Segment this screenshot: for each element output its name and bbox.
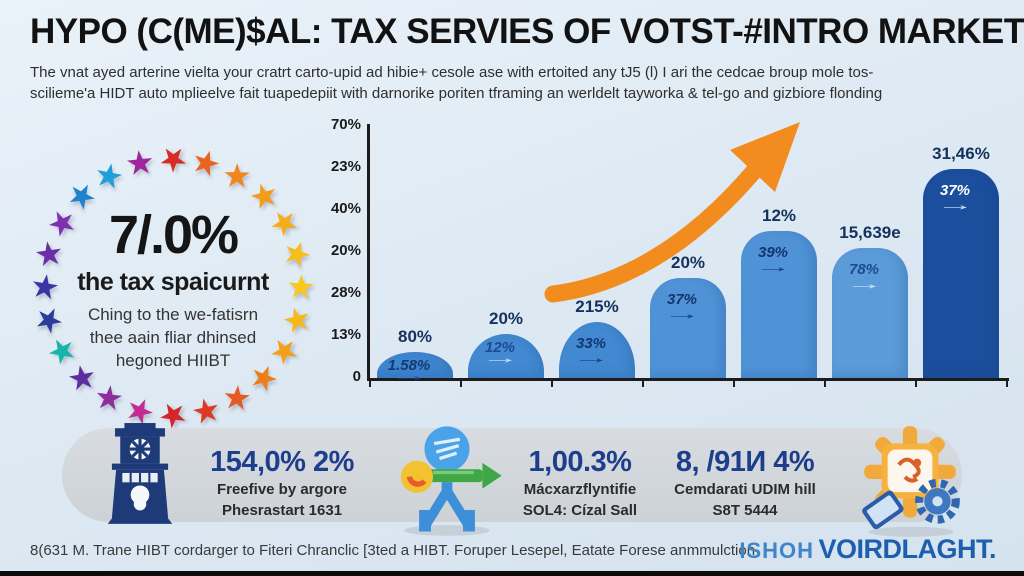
highlight-desc-line-3: hegoned HIIBT bbox=[115, 351, 231, 370]
bar-baned bbox=[923, 169, 999, 378]
highlight-desc-line-2: thee aain fliar dhinsed bbox=[89, 328, 257, 347]
highlight-desc-line-1: Ching to the we-fatisrn bbox=[87, 305, 259, 324]
x-axis-tick bbox=[460, 381, 462, 387]
stat-block-2: 1,00.3% Mácxarzflyntifie SOL4: Cízal Sal… bbox=[500, 446, 660, 521]
bar-inner-label: 37% bbox=[939, 182, 971, 199]
subtitle-line-1: The vnat ayed arterine vielta your cratr… bbox=[30, 64, 874, 81]
x-axis-tick bbox=[733, 381, 735, 387]
stat-1-line-2: Phesrastart 1631 bbox=[221, 502, 343, 519]
stat-1-value: 154,0% 2% bbox=[210, 446, 354, 478]
highlight-value: 7/.0% bbox=[108, 205, 239, 265]
y-axis-tick-label: 23% bbox=[330, 158, 361, 175]
x-axis-tick bbox=[369, 381, 371, 387]
y-axis-line bbox=[367, 124, 370, 380]
bar-trend-arrow-icon: → bbox=[571, 350, 611, 367]
footer-text: 8(631 M. Trane HIBT cordarger to Fiteri … bbox=[30, 542, 756, 559]
bar-top-label: 215% bbox=[575, 297, 619, 316]
bar-top-label: 15,639e bbox=[839, 223, 901, 242]
x-axis-tick bbox=[642, 381, 644, 387]
highlight-stat: 7/.0% the tax spaicurnt Ching to the we-… bbox=[58, 204, 288, 372]
sun-gear-icon bbox=[862, 426, 960, 537]
bottom-border bbox=[0, 571, 1024, 576]
y-axis-tick-label: 0 bbox=[352, 368, 361, 385]
highlight-label: the tax spaicurnt bbox=[77, 268, 269, 296]
x-axis-line bbox=[367, 378, 1009, 381]
bar-conteoy bbox=[832, 248, 908, 378]
y-axis-tick-label: 40% bbox=[330, 200, 361, 217]
bar-inner-label: 39% bbox=[757, 244, 789, 261]
brand-logo: ISHOH VOIRDLAGHT. bbox=[739, 534, 996, 565]
x-axis-tick bbox=[824, 381, 826, 387]
page-title: HYPO (C(ME)$AL: TAX SERVIES OF VOTST-#IN… bbox=[30, 12, 1024, 51]
bar-top-label: 20% bbox=[488, 309, 524, 328]
brand-logo-prefix: ISHOH bbox=[739, 538, 815, 563]
y-axis-tick-label: 13% bbox=[330, 326, 361, 343]
highlight-description: Ching to the we-fatisrn thee aain fliar … bbox=[58, 303, 288, 372]
bar-trend-arrow-icon: → bbox=[844, 276, 884, 293]
star-icon: ★ bbox=[123, 142, 157, 183]
bar-trend-arrow-icon: → bbox=[480, 350, 520, 367]
bar-inner-label: 12% bbox=[484, 339, 516, 356]
bar-inner-label: 1.58% bbox=[387, 357, 431, 374]
bar-top-label: 80% bbox=[397, 327, 433, 346]
bank-tower-icon bbox=[107, 423, 173, 524]
stat-3-value: 8, /91И 4% bbox=[675, 446, 815, 478]
stat-3-line-1: Cemdarati UDIM hill bbox=[674, 481, 816, 498]
y-axis-tick-label: 28% bbox=[330, 284, 361, 301]
stat-2-line-2: SOL4: Cízal Sall bbox=[522, 502, 638, 519]
x-axis-tick bbox=[915, 381, 917, 387]
bar-chart: 70%23%40%20%28%13%0 80%1.58%→Hellling20%… bbox=[331, 116, 1020, 410]
y-axis-tick-label: 70% bbox=[330, 116, 361, 133]
bar-inner-label: 33% bbox=[575, 335, 607, 352]
page-subtitle: The vnat ayed arterine vielta your cratr… bbox=[30, 62, 990, 104]
y-axis-tick-label: 20% bbox=[330, 242, 361, 259]
bar-inner-label: 78% bbox=[848, 261, 880, 278]
star-ring: 7/.0% the tax spaicurnt Ching to the we-… bbox=[28, 135, 318, 438]
brand-logo-name: VOIRDLAGHT. bbox=[818, 534, 996, 564]
bar-top-label: 20% bbox=[670, 253, 706, 272]
telescope-growth-icon bbox=[400, 426, 502, 536]
bar-top-label: 31,46% bbox=[932, 144, 990, 163]
bar-trend-arrow-icon: → bbox=[662, 306, 702, 323]
x-axis-tick bbox=[1006, 381, 1008, 387]
x-axis-tick bbox=[551, 381, 553, 387]
subtitle-line-2: scilieme'a HIDT auto mplieelve fait tuap… bbox=[30, 85, 883, 102]
bar-top-label: 12% bbox=[761, 206, 797, 225]
bar-trend-arrow-icon: → bbox=[389, 368, 429, 385]
stat-1-line-1: Freefive by argore bbox=[216, 481, 348, 498]
stat-2-line-1: Mácxarzflyntifie bbox=[523, 481, 637, 498]
bar-trend-arrow-icon: → bbox=[935, 197, 975, 214]
stat-block-1: 154,0% 2% Freefive by argore Phesrastart… bbox=[192, 446, 372, 521]
bar-trend-arrow-icon: → bbox=[753, 259, 793, 276]
stat-2-value: 1,00.3% bbox=[528, 446, 632, 478]
stat-block-3: 8, /91И 4% Cemdarati UDIM hill S8T 5444 bbox=[660, 446, 830, 521]
stats-band bbox=[62, 428, 962, 522]
stat-3-line-2: S8T 5444 bbox=[712, 502, 778, 519]
